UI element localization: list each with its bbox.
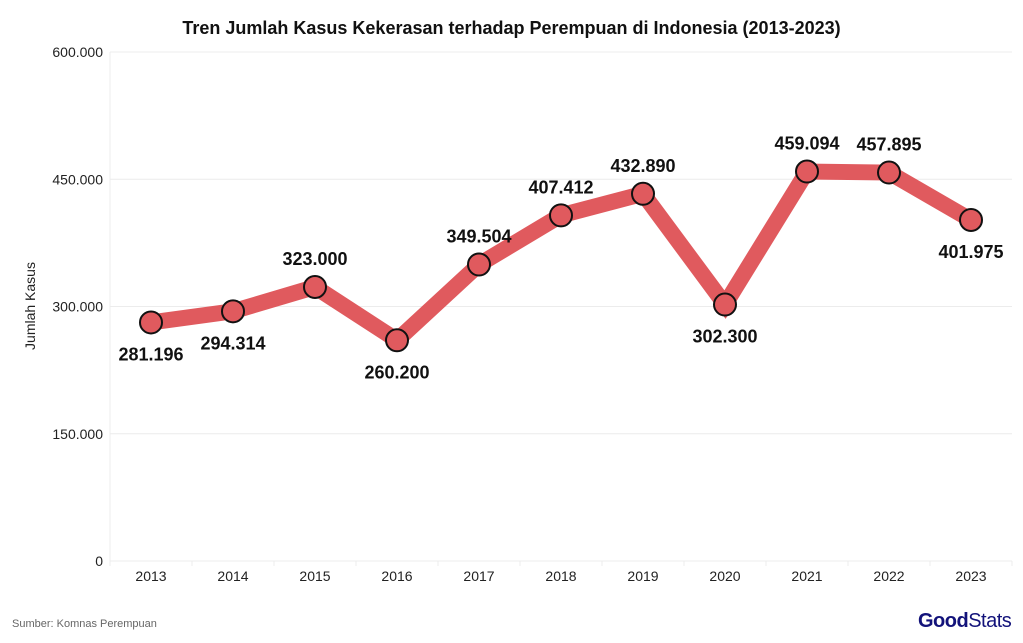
- data-point-marker: [959, 207, 983, 232]
- logo-good: Good: [918, 610, 969, 632]
- data-label: 349.504: [446, 227, 511, 247]
- data-label: 294.314: [200, 333, 265, 353]
- data-label: 260.200: [364, 362, 429, 382]
- y-tick-label: 450.000: [52, 171, 103, 187]
- data-point-marker: [877, 160, 901, 185]
- data-label: 432.890: [610, 156, 675, 176]
- data-point-marker: [467, 252, 491, 277]
- data-point-marker: [385, 328, 409, 353]
- x-tick-label: 2017: [463, 568, 494, 584]
- data-point-marker: [221, 299, 245, 324]
- x-tick-label: 2021: [791, 568, 822, 584]
- data-label: 302.300: [692, 327, 757, 347]
- y-axis-label: Jumlah Kasus: [22, 262, 38, 350]
- x-tick-label: 2018: [545, 568, 576, 584]
- data-point-marker: [549, 203, 573, 228]
- data-point-marker: [713, 292, 737, 317]
- x-tick-label: 2015: [299, 568, 330, 584]
- y-tick-label: 300.000: [52, 299, 103, 315]
- x-tick-label: 2014: [217, 568, 248, 584]
- data-label: 323.000: [282, 249, 347, 269]
- chart-title: Tren Jumlah Kasus Kekerasan terhadap Per…: [182, 18, 841, 38]
- data-label: 407.412: [528, 177, 593, 197]
- data-point-marker: [795, 159, 819, 184]
- x-tick-label: 2013: [135, 568, 166, 584]
- x-tick-label: 2020: [709, 568, 740, 584]
- x-tick-label: 2016: [381, 568, 412, 584]
- data-label: 281.196: [118, 344, 183, 364]
- y-tick-label: 0: [95, 553, 103, 569]
- data-point-marker: [631, 181, 655, 206]
- data-label: 401.975: [938, 242, 1003, 262]
- data-label: 459.094: [774, 134, 839, 154]
- logo-stats: Stats: [968, 610, 1012, 632]
- x-tick-label: 2023: [955, 568, 986, 584]
- goodstats-logo: GoodStats: [918, 610, 1012, 633]
- data-point-marker: [139, 310, 163, 335]
- y-tick-label: 150.000: [52, 426, 103, 442]
- data-label: 457.895: [856, 135, 921, 155]
- source-note: Sumber: Komnas Perempuan: [12, 618, 157, 630]
- x-tick-label: 2022: [873, 568, 904, 584]
- x-tick-label: 2019: [627, 568, 658, 584]
- y-tick-label: 600.000: [52, 44, 103, 60]
- data-point-marker: [303, 274, 327, 299]
